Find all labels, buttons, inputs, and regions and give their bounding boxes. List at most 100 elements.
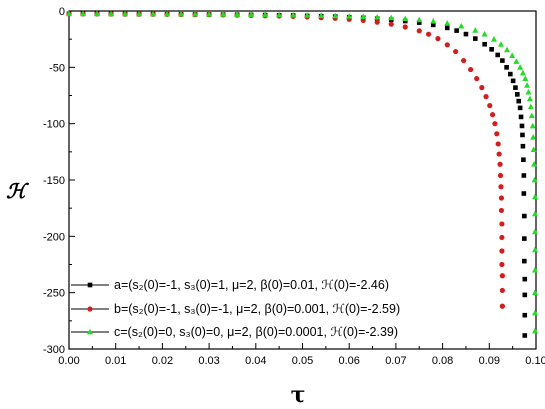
data-point xyxy=(463,31,469,37)
legend-marker xyxy=(87,282,93,288)
x-axis: 0.00 0.01 0.02 0.03 0.04 0.05 0.06 0.07 0.08 0.09… xyxy=(58,343,545,367)
series-c xyxy=(66,10,538,334)
data-point xyxy=(522,276,528,282)
data-point xyxy=(416,16,423,23)
data-point xyxy=(374,19,380,25)
data-point xyxy=(499,273,505,279)
data-point xyxy=(453,48,459,55)
data-point xyxy=(499,234,505,241)
data-point xyxy=(515,92,520,97)
data-point xyxy=(346,12,353,19)
data-point xyxy=(532,210,538,217)
data-point xyxy=(487,103,493,109)
data-point xyxy=(525,88,532,95)
y-tick-label: -200 xyxy=(43,231,65,243)
data-point xyxy=(435,36,441,42)
x-tick-label: 0.07 xyxy=(385,355,406,367)
data-point xyxy=(513,85,518,90)
data-point xyxy=(499,248,505,254)
data-point xyxy=(444,42,450,48)
data-point xyxy=(318,12,325,19)
data-point xyxy=(530,146,537,152)
data-point xyxy=(499,261,505,268)
data-point xyxy=(528,112,535,119)
data-point xyxy=(474,76,480,82)
data-point xyxy=(122,10,129,17)
data-point xyxy=(458,22,465,29)
data-point xyxy=(518,114,524,120)
data-point xyxy=(192,10,199,17)
data-point xyxy=(521,157,526,163)
data-point xyxy=(416,28,422,34)
data-point xyxy=(482,41,487,47)
data-point xyxy=(489,112,496,118)
data-point xyxy=(513,58,520,64)
y-tick-label: -100 xyxy=(43,119,65,131)
data-point xyxy=(532,228,538,235)
legend-marker xyxy=(87,306,93,312)
data-point xyxy=(360,13,367,20)
data-point xyxy=(498,195,505,201)
data-point xyxy=(526,95,533,102)
x-tick-label: 0.01 xyxy=(105,355,126,367)
data-point xyxy=(499,287,505,294)
y-tick-label: -50 xyxy=(49,62,65,74)
data-point xyxy=(444,20,451,26)
data-point xyxy=(499,221,505,227)
legend: a=(s₂(0)=-1, s₃(0)=1, μ=2, β(0)=0.01, ℋ(… xyxy=(71,278,400,339)
data-point xyxy=(520,143,526,149)
x-tick-label: 0.02 xyxy=(152,355,173,367)
data-point xyxy=(531,161,538,167)
data-point xyxy=(532,266,538,273)
x-tick-label: 0.00 xyxy=(58,355,79,367)
legend-marker xyxy=(87,328,93,335)
data-series xyxy=(66,10,538,338)
data-point xyxy=(481,30,488,37)
data-point xyxy=(497,172,504,179)
data-point xyxy=(472,36,478,41)
data-point xyxy=(497,41,504,47)
data-point xyxy=(532,309,538,316)
data-point xyxy=(517,64,524,70)
data-point xyxy=(402,15,409,22)
data-point xyxy=(304,12,311,18)
data-point xyxy=(402,24,408,30)
data-point xyxy=(495,141,501,147)
data-point xyxy=(524,82,531,88)
data-point xyxy=(332,12,339,19)
data-point xyxy=(496,151,502,157)
data-point xyxy=(532,289,538,296)
data-point xyxy=(290,11,297,18)
data-point xyxy=(498,207,505,214)
data-point xyxy=(531,176,538,183)
data-point xyxy=(522,312,528,318)
data-point xyxy=(508,71,513,77)
data-point xyxy=(444,25,450,31)
data-point xyxy=(262,11,269,18)
data-point xyxy=(472,27,479,33)
data-point xyxy=(425,31,432,37)
y-axis-title: ℋ xyxy=(6,179,29,203)
data-point xyxy=(94,10,101,17)
data-point xyxy=(500,58,505,63)
data-point xyxy=(468,66,474,73)
data-point xyxy=(492,121,498,127)
data-point xyxy=(234,11,241,17)
data-point xyxy=(532,246,538,253)
data-point xyxy=(521,173,527,178)
data-point xyxy=(522,236,527,241)
legend-label: a=(s₂(0)=-1, s₃(0)=1, μ=2, β(0)=0.01, ℋ(… xyxy=(114,278,389,292)
data-point xyxy=(522,333,528,338)
data-point xyxy=(388,14,395,21)
data-point xyxy=(374,13,381,20)
data-point xyxy=(490,35,497,42)
data-point xyxy=(489,47,494,52)
series-b xyxy=(66,11,505,309)
data-point xyxy=(454,28,459,33)
data-point xyxy=(483,94,489,100)
data-point xyxy=(108,10,115,17)
data-point xyxy=(519,69,526,76)
data-point xyxy=(360,17,366,24)
y-axis: 0 -50 -100 -150 -200 -250 -300 xyxy=(43,6,75,356)
